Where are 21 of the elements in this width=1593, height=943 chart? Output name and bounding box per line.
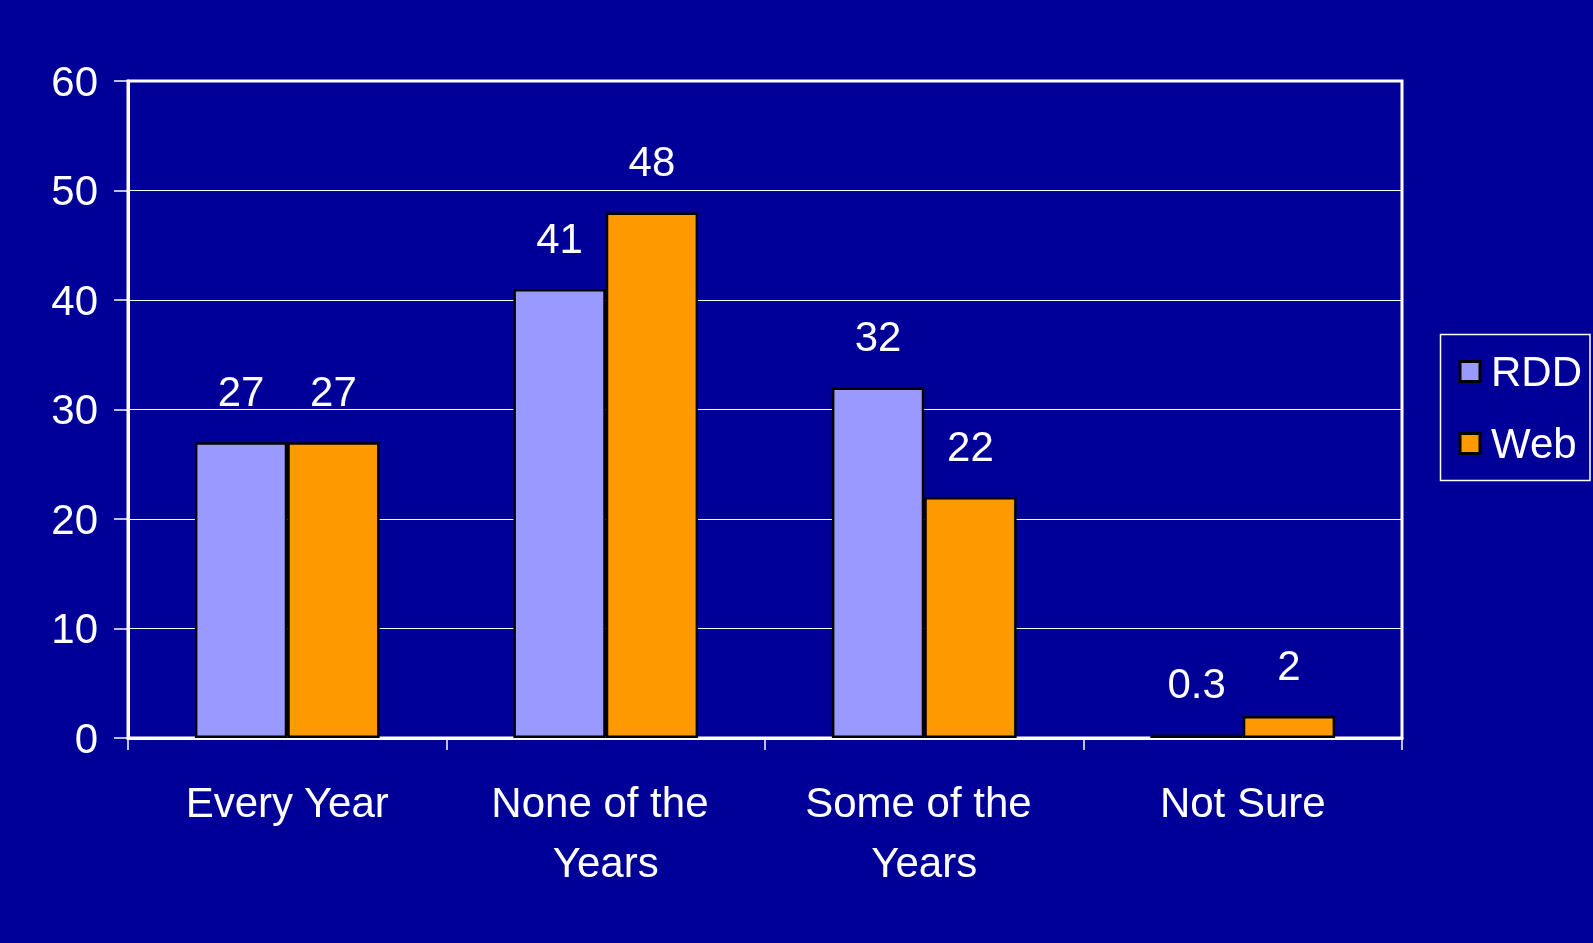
data-label: 0.3 [1167, 660, 1226, 708]
data-label: 41 [536, 214, 583, 262]
y-tick-label: 50 [51, 167, 98, 214]
x-tick-label: Some of the Years [805, 778, 1044, 886]
data-label: 27 [310, 367, 357, 415]
data-label: 48 [628, 137, 676, 185]
y-tick-label: 20 [51, 495, 98, 543]
data-label: 2 [1277, 641, 1301, 689]
x-tick-label: Not Sure [1159, 778, 1326, 826]
y-tick-label: 30 [51, 386, 98, 433]
data-label: 27 [217, 367, 265, 415]
x-tick-label: None of the Years [491, 778, 721, 886]
x-tick-label: Every Year [185, 778, 389, 826]
legend-label: RDD [1491, 348, 1583, 395]
y-tick-label: 0 [74, 714, 98, 762]
y-tick-label: 60 [51, 57, 98, 105]
y-tick-label: 10 [51, 605, 98, 652]
data-label: 32 [854, 313, 902, 361]
data-label: 22 [947, 422, 994, 470]
y-tick-label: 40 [51, 276, 98, 324]
legend-label: Web [1491, 420, 1577, 467]
